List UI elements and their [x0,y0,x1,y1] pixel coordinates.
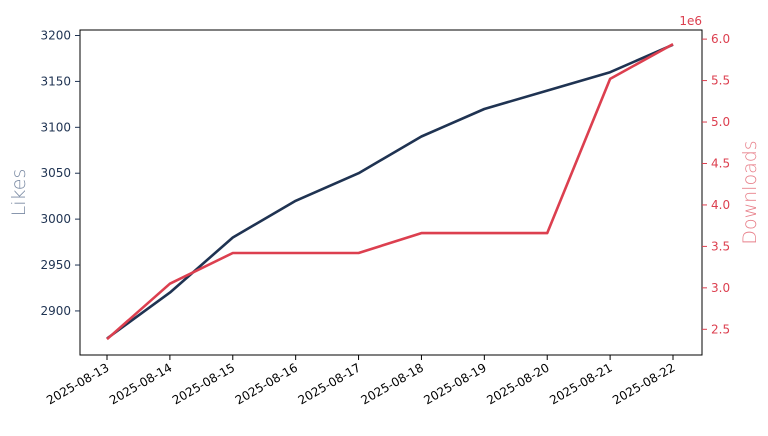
y-left-tick-label: 3150 [40,74,71,88]
y-left-tick-label: 2900 [40,304,71,318]
x-tick-label: 2025-08-21 [547,360,614,407]
y-right-tick-label: 4.5 [711,156,730,170]
y-right-tick-label: 3.0 [711,281,730,295]
x-tick-label: 2025-08-22 [610,360,677,407]
x-tick-label: 2025-08-18 [359,360,426,407]
y-right-tick-label: 5.0 [711,115,730,129]
y-right-tick-label: 4.0 [711,198,730,212]
y-left-tick-label: 3000 [40,212,71,226]
y-left-tick-label: 3050 [40,166,71,180]
series-line-downloads [106,42,674,341]
y-right-offset-text: 1e6 [679,14,702,28]
y-left-tick-label: 3100 [40,120,71,134]
y-left-tick-label: 2950 [40,258,71,272]
series-line-likes [106,43,674,340]
y-right-tick-label: 2.5 [711,322,730,336]
x-tick-label: 2025-08-15 [170,360,237,407]
x-tick-label: 2025-08-14 [107,360,174,407]
y-right-tick-label: 6.0 [711,32,730,46]
x-tick-label: 2025-08-17 [296,360,363,407]
y-right-axis-title: Downloads [739,140,761,244]
x-tick-label: 2025-08-19 [421,360,488,407]
y-left-tick-label: 3200 [40,29,71,43]
x-tick-label: 2025-08-13 [44,360,111,407]
x-tick-label: 2025-08-20 [484,360,551,407]
x-tick-label: 2025-08-16 [233,360,300,407]
y-left-axis-title: Likes [8,169,30,217]
y-right-tick-label: 3.5 [711,239,730,253]
plot-frame [79,29,703,356]
y-right-tick-label: 5.5 [711,74,730,88]
